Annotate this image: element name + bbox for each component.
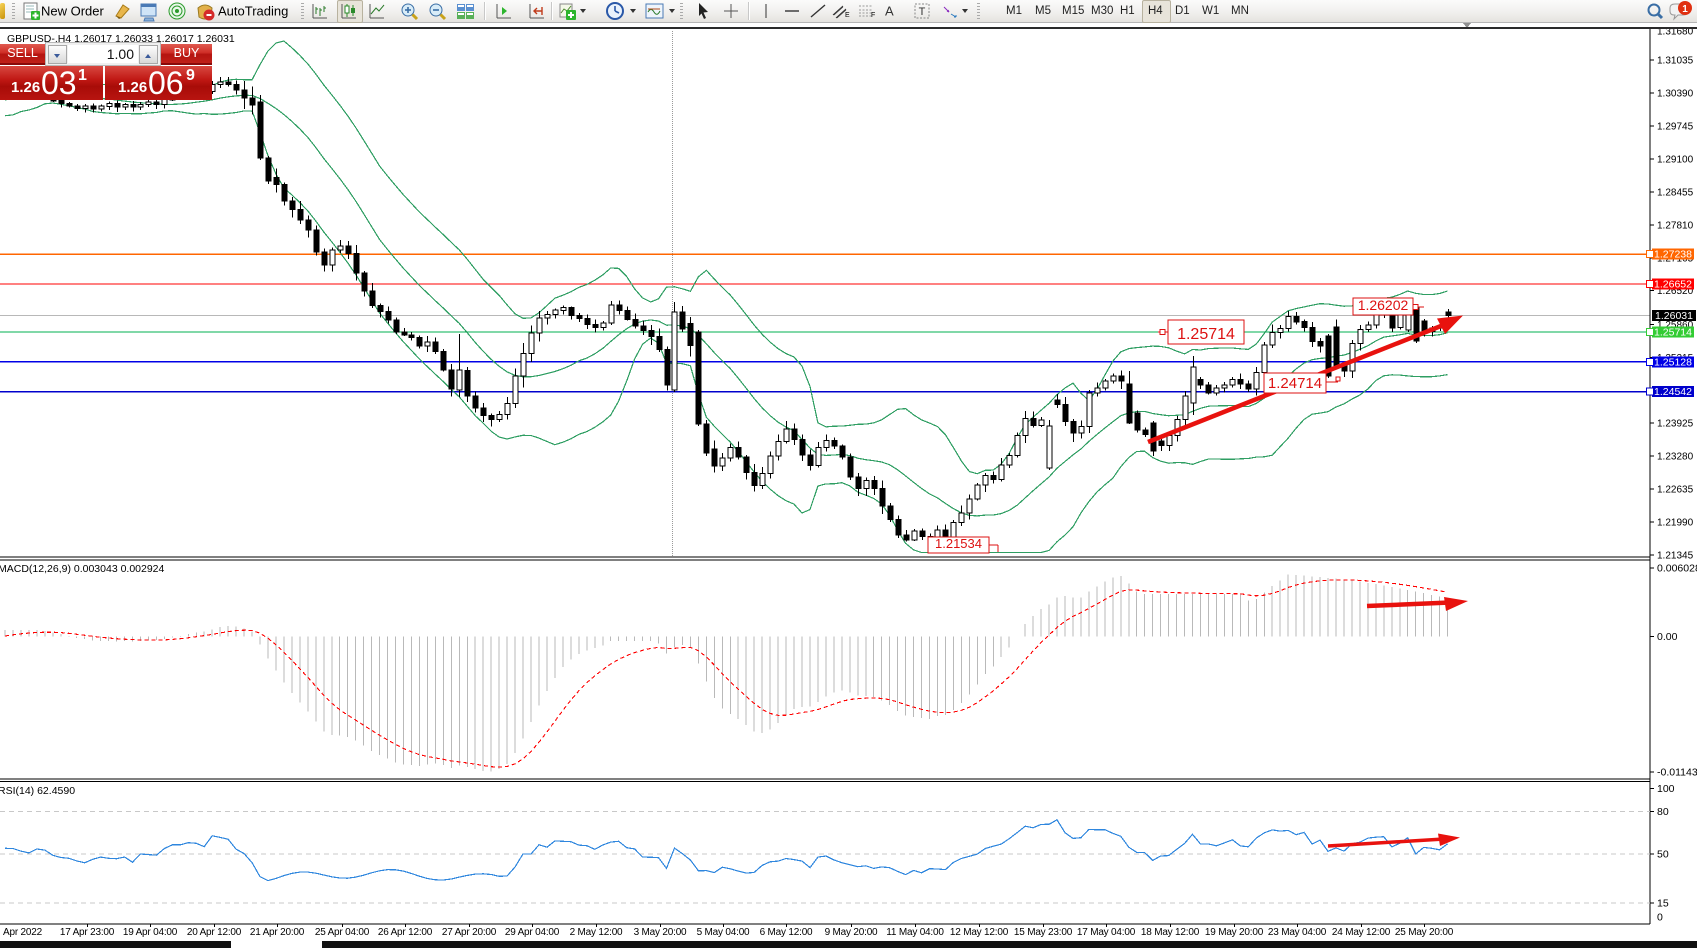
svg-text:9 May 20:00: 9 May 20:00 (825, 927, 878, 938)
svg-text:25 May 20:00: 25 May 20:00 (1395, 927, 1454, 938)
svg-text:80: 80 (1657, 806, 1669, 818)
svg-text:1.29100: 1.29100 (1657, 155, 1694, 166)
svg-text:1.25860: 1.25860 (1657, 320, 1694, 331)
svg-text:50: 50 (1657, 848, 1669, 860)
svg-text:MACD(12,26,9) 0.003043 0.00292: MACD(12,26,9) 0.003043 0.002924 (0, 563, 165, 575)
svg-text:100: 100 (1657, 783, 1675, 795)
svg-text:0.006028: 0.006028 (1657, 563, 1697, 575)
svg-text:3 May 20:00: 3 May 20:00 (634, 927, 687, 938)
svg-text:1.23280: 1.23280 (1657, 452, 1694, 463)
svg-text:12 May 12:00: 12 May 12:00 (950, 927, 1009, 938)
svg-text:1.27238: 1.27238 (1654, 249, 1692, 261)
svg-text:1.27810: 1.27810 (1657, 220, 1694, 231)
svg-text:26 Apr 12:00: 26 Apr 12:00 (378, 927, 433, 938)
svg-text:5 May 04:00: 5 May 04:00 (697, 927, 750, 938)
svg-text:19 Apr 04:00: 19 Apr 04:00 (123, 927, 178, 938)
svg-text:1.28455: 1.28455 (1657, 187, 1694, 198)
svg-text:RSI(14) 62.4590: RSI(14) 62.4590 (0, 785, 75, 797)
svg-text:27 Apr 20:00: 27 Apr 20:00 (442, 927, 497, 938)
svg-text:1.31035: 1.31035 (1657, 56, 1694, 67)
svg-text:29 Apr 04:00: 29 Apr 04:00 (505, 927, 560, 938)
svg-text:1: 1 (1682, 4, 1688, 15)
svg-text:1.29745: 1.29745 (1657, 122, 1694, 133)
svg-text:19 May 20:00: 19 May 20:00 (1205, 927, 1264, 938)
svg-text:0.00: 0.00 (1657, 631, 1678, 643)
svg-text:1.25714: 1.25714 (1654, 326, 1692, 338)
svg-text:1.26031: 1.26031 (1655, 310, 1693, 322)
svg-text:11 May 04:00: 11 May 04:00 (886, 927, 944, 938)
svg-text:1.21534: 1.21534 (935, 536, 982, 551)
svg-text:-0.011431: -0.011431 (1657, 767, 1697, 779)
svg-text:24 May 12:00: 24 May 12:00 (1332, 927, 1391, 938)
svg-text:1.26520: 1.26520 (1657, 286, 1694, 297)
svg-text:Apr 2022: Apr 2022 (3, 927, 43, 938)
svg-text:15 May 23:00: 15 May 23:00 (1014, 927, 1073, 938)
svg-text:T: T (919, 6, 926, 18)
svg-text:21 Apr 20:00: 21 Apr 20:00 (250, 927, 305, 938)
svg-text:1.22635: 1.22635 (1657, 485, 1694, 496)
svg-text:17 May 04:00: 17 May 04:00 (1077, 927, 1136, 938)
svg-text:1.30390: 1.30390 (1657, 89, 1694, 100)
svg-text:1.31680: 1.31680 (1657, 27, 1694, 38)
svg-text:20 Apr 12:00: 20 Apr 12:00 (187, 927, 242, 938)
svg-text:1.24714: 1.24714 (1268, 375, 1322, 392)
svg-text:2 May 12:00: 2 May 12:00 (570, 927, 623, 938)
svg-text:1.25128: 1.25128 (1654, 356, 1692, 368)
svg-text:1.26202: 1.26202 (1358, 297, 1409, 313)
svg-text:1.21990: 1.21990 (1657, 518, 1694, 529)
svg-text:0: 0 (1657, 912, 1663, 924)
svg-text:15: 15 (1657, 898, 1669, 910)
svg-text:17 Apr 23:00: 17 Apr 23:00 (60, 927, 115, 938)
svg-text:1.26652: 1.26652 (1654, 279, 1692, 291)
svg-text:1.25714: 1.25714 (1177, 326, 1235, 343)
svg-text:1.23925: 1.23925 (1657, 419, 1694, 430)
svg-text:1.21345: 1.21345 (1657, 550, 1694, 561)
svg-text:23 May 04:00: 23 May 04:00 (1268, 927, 1327, 938)
svg-text:1.24542: 1.24542 (1654, 386, 1692, 398)
svg-text:18 May 12:00: 18 May 12:00 (1141, 927, 1200, 938)
svg-text:6 May 12:00: 6 May 12:00 (760, 927, 813, 938)
svg-text:25 Apr 04:00: 25 Apr 04:00 (315, 927, 370, 938)
